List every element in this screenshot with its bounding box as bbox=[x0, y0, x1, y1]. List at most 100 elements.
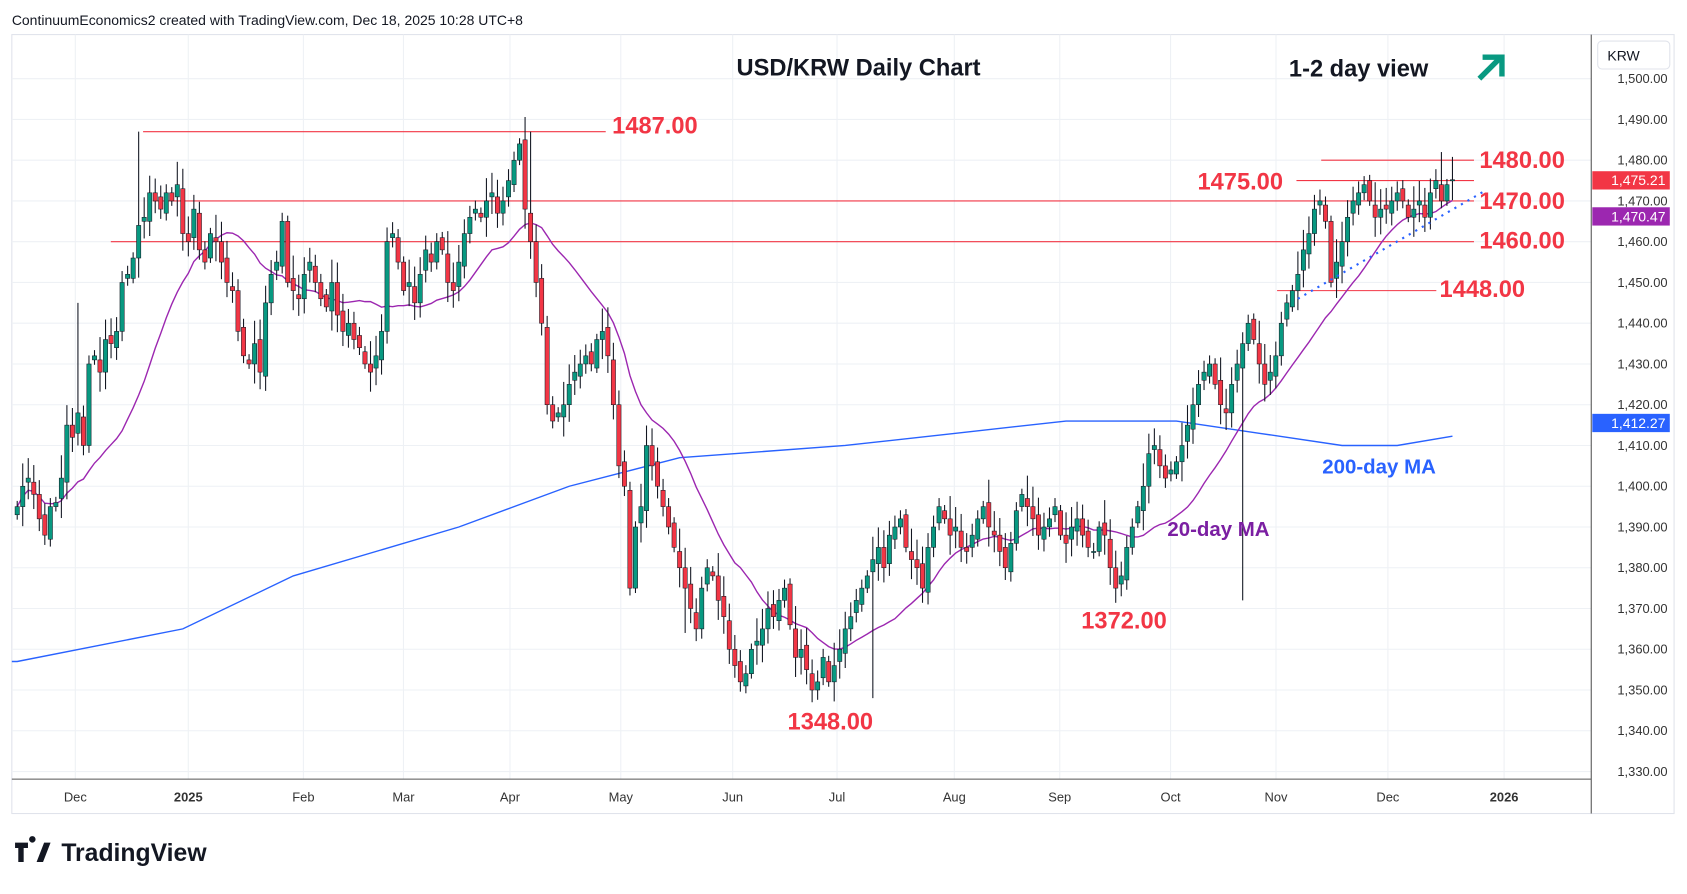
candle-down bbox=[1328, 221, 1334, 283]
candle-up bbox=[1334, 261, 1339, 279]
ma200-price-tag-label: 1,412.27 bbox=[1611, 415, 1666, 431]
time-tick: Nov bbox=[1265, 790, 1288, 805]
candle-down bbox=[721, 596, 727, 617]
candle-down bbox=[42, 514, 48, 536]
candle-down bbox=[688, 583, 694, 609]
price-tick: 1,480.00 bbox=[1617, 153, 1667, 168]
candle-up bbox=[776, 600, 782, 622]
candle-up bbox=[20, 485, 26, 507]
tradingview-logo-icon bbox=[15, 836, 51, 862]
candle-up bbox=[1295, 274, 1301, 291]
candle-down bbox=[588, 351, 594, 365]
candle-up bbox=[103, 339, 108, 373]
time-tick: Feb bbox=[292, 790, 314, 805]
candle-up bbox=[1185, 424, 1190, 442]
candle-down bbox=[693, 612, 699, 630]
candle-up bbox=[1069, 526, 1074, 540]
candle-down bbox=[726, 620, 732, 650]
candle-down bbox=[1367, 180, 1373, 202]
candle-up bbox=[86, 363, 92, 446]
candle-up bbox=[815, 681, 821, 691]
candle-up bbox=[279, 221, 285, 267]
tradingview-logo[interactable]: TradingView bbox=[15, 836, 207, 867]
candle-up bbox=[566, 384, 572, 406]
candle-down bbox=[715, 575, 721, 601]
candle-up bbox=[1019, 494, 1025, 507]
currency-button[interactable]: KRW bbox=[1597, 40, 1671, 70]
candle-down bbox=[368, 363, 373, 373]
candle-up bbox=[252, 343, 258, 365]
candle-up bbox=[1047, 518, 1052, 528]
candle-up bbox=[136, 225, 142, 259]
candle-down bbox=[1157, 449, 1163, 467]
candle-up bbox=[1124, 547, 1130, 581]
candle-down bbox=[616, 404, 622, 467]
candle-down bbox=[312, 265, 318, 283]
candle-down bbox=[246, 359, 252, 365]
candle-up bbox=[760, 628, 765, 646]
ma20-label: 20-day MA bbox=[1167, 518, 1269, 541]
candle-up bbox=[1052, 506, 1058, 516]
candle-down bbox=[947, 518, 953, 536]
candle-up bbox=[1317, 200, 1323, 206]
candle-up bbox=[577, 363, 583, 377]
candle-up bbox=[936, 506, 942, 524]
attribution-text: ContinuumEconomics2 created with Trading… bbox=[12, 12, 523, 28]
candle-up bbox=[1312, 208, 1317, 234]
candle-down bbox=[202, 249, 208, 263]
candle-up bbox=[390, 233, 396, 238]
candle-down bbox=[787, 583, 793, 626]
price-tick: 1,340.00 bbox=[1617, 723, 1667, 738]
candle-down bbox=[285, 221, 291, 283]
candle-up bbox=[931, 526, 936, 548]
candle-up bbox=[555, 412, 561, 418]
candle-down bbox=[450, 282, 456, 291]
candle-up bbox=[1450, 179, 1455, 182]
candle-down bbox=[152, 192, 158, 202]
candle-up bbox=[329, 282, 335, 312]
time-axis[interactable]: Dec 2025 Feb Mar Apr May Jun Jul Aug Sep Oct Nov Dec… bbox=[64, 790, 1519, 805]
candle-up bbox=[75, 412, 81, 434]
candle-down bbox=[1438, 184, 1444, 202]
ma20-price-tag bbox=[1592, 207, 1670, 226]
candle-up bbox=[191, 208, 197, 238]
candle-down bbox=[357, 335, 362, 348]
candle-down bbox=[1218, 380, 1224, 406]
chart-title: USD/KRW Daily Chart bbox=[737, 55, 981, 81]
candle-down bbox=[1024, 498, 1030, 507]
candle-down bbox=[1107, 538, 1113, 569]
candle-down bbox=[771, 604, 776, 617]
candle-up bbox=[434, 241, 440, 263]
candle-down bbox=[158, 196, 164, 210]
candle-up bbox=[1278, 322, 1284, 357]
candle-down bbox=[964, 547, 970, 552]
candle-up bbox=[263, 302, 269, 377]
candle-up bbox=[599, 331, 605, 340]
candle-down bbox=[230, 286, 235, 291]
candle-down bbox=[909, 551, 914, 560]
candle-down bbox=[732, 648, 738, 666]
candle-up bbox=[47, 506, 53, 540]
candles bbox=[14, 117, 1455, 703]
candle-down bbox=[169, 192, 175, 202]
candle-up bbox=[1411, 208, 1417, 218]
candle-down bbox=[219, 241, 224, 263]
candle-down bbox=[666, 506, 672, 528]
candle-up bbox=[1339, 241, 1345, 267]
candle-up bbox=[875, 547, 881, 564]
candle-up bbox=[859, 587, 865, 605]
candle-down bbox=[1383, 204, 1389, 210]
time-tick: May bbox=[609, 790, 634, 805]
price-axis[interactable]: 1,330.00 1,340.00 1,350.00 1,360.00 1,370.00… bbox=[1617, 71, 1667, 779]
time-tick: Apr bbox=[500, 790, 521, 805]
candle-down bbox=[351, 322, 357, 340]
candle-up bbox=[163, 192, 169, 214]
level-label-1448: 1448.00 bbox=[1440, 277, 1526, 303]
candle-up bbox=[384, 241, 390, 332]
candle-up bbox=[1174, 461, 1179, 475]
candle-up bbox=[1356, 192, 1362, 206]
candle-up bbox=[743, 673, 749, 687]
time-tick: Jun bbox=[722, 790, 743, 805]
candle-down bbox=[671, 522, 677, 548]
